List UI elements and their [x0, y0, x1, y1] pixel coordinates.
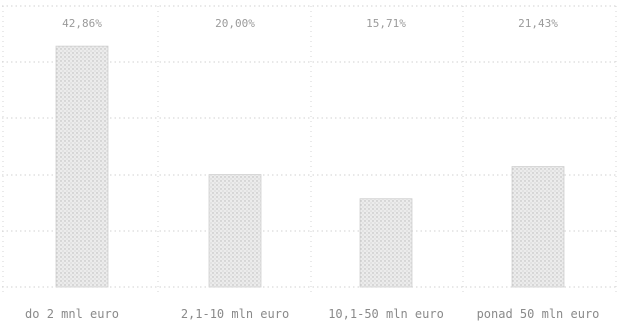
value-label-1: 42,86%	[62, 17, 102, 30]
category-label-2: 2,1-10 mln euro	[181, 307, 289, 321]
bar-2	[208, 174, 262, 288]
category-label-3: 10,1-50 mln euro	[328, 307, 444, 321]
value-label-4: 21,43%	[518, 17, 558, 30]
gridlines	[2, 5, 617, 293]
category-label-1: do 2 mnl euro	[25, 307, 119, 321]
bar-1	[55, 45, 109, 288]
bar-3	[359, 198, 413, 288]
value-label-2: 20,00%	[215, 17, 255, 30]
bar-4	[511, 166, 565, 288]
bars	[55, 45, 565, 288]
category-label-4: ponad 50 mln euro	[477, 307, 600, 321]
value-label-3: 15,71%	[366, 17, 406, 30]
category-labels: 42,86% do 2 mnl euro 20,00% 2,1-10 mln euro…	[25, 17, 599, 321]
